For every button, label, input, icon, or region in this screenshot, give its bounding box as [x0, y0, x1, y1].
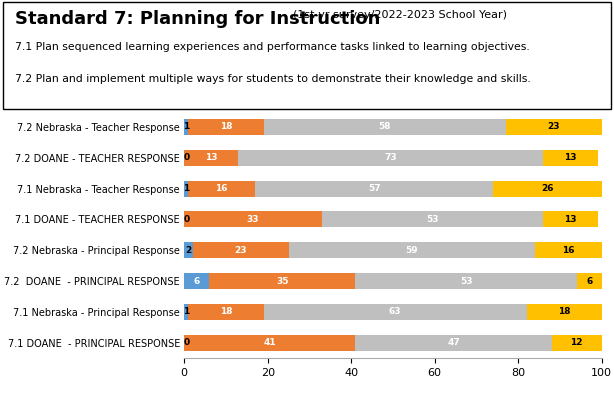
Bar: [188, 119, 263, 135]
Bar: [184, 304, 188, 320]
Text: 12: 12: [570, 338, 583, 347]
Bar: [527, 304, 602, 320]
Text: 35: 35: [276, 277, 289, 286]
Bar: [209, 273, 356, 289]
Text: 18: 18: [220, 122, 232, 131]
Text: 58: 58: [378, 122, 391, 131]
Bar: [535, 242, 602, 258]
Text: 7.2 Plan and implement multiple ways for students to demonstrate their knowledge: 7.2 Plan and implement multiple ways for…: [15, 74, 531, 84]
Bar: [356, 335, 551, 351]
Text: 6: 6: [586, 277, 593, 286]
Bar: [184, 150, 238, 166]
Bar: [238, 150, 543, 166]
Text: 26: 26: [541, 184, 554, 193]
Text: 53: 53: [460, 277, 472, 286]
Text: 23: 23: [548, 122, 560, 131]
Text: (1st-yr survey/2022-2023 School Year): (1st-yr survey/2022-2023 School Year): [286, 10, 507, 20]
Text: 0: 0: [183, 215, 189, 224]
Bar: [289, 242, 535, 258]
Text: 6: 6: [193, 277, 200, 286]
Text: 59: 59: [405, 246, 418, 255]
Text: 33: 33: [247, 215, 259, 224]
Text: 13: 13: [564, 153, 577, 162]
Text: 41: 41: [263, 338, 276, 347]
Bar: [184, 296, 602, 297]
Bar: [506, 119, 602, 135]
Bar: [184, 119, 188, 135]
Bar: [356, 273, 577, 289]
Bar: [263, 304, 527, 320]
Bar: [184, 172, 602, 174]
Bar: [263, 119, 506, 135]
Text: 47: 47: [447, 338, 460, 347]
Text: 7.1 Plan sequenced learning experiences and performance tasks linked to learning: 7.1 Plan sequenced learning experiences …: [15, 42, 530, 52]
Text: Standard 7: Planning for Instruction: Standard 7: Planning for Instruction: [15, 10, 381, 28]
Text: 13: 13: [564, 215, 577, 224]
Text: 0: 0: [183, 153, 189, 162]
Text: 18: 18: [558, 307, 570, 316]
Bar: [551, 335, 602, 351]
Bar: [543, 150, 597, 166]
Bar: [184, 242, 193, 258]
Bar: [184, 181, 188, 197]
Text: 23: 23: [235, 246, 247, 255]
Text: 1: 1: [183, 307, 189, 316]
Bar: [188, 181, 255, 197]
Bar: [184, 335, 356, 351]
Bar: [255, 181, 493, 197]
Text: 16: 16: [562, 246, 575, 255]
Bar: [193, 242, 289, 258]
Text: 1: 1: [183, 184, 189, 193]
Bar: [184, 273, 209, 289]
Bar: [188, 304, 263, 320]
Bar: [322, 211, 543, 227]
Text: 16: 16: [216, 184, 228, 193]
Bar: [493, 181, 602, 197]
Text: 63: 63: [389, 307, 402, 316]
Text: 53: 53: [426, 215, 439, 224]
Bar: [184, 211, 322, 227]
Text: 57: 57: [368, 184, 381, 193]
Text: 73: 73: [384, 153, 397, 162]
Bar: [543, 211, 597, 227]
Bar: [577, 273, 602, 289]
Text: 1: 1: [183, 122, 189, 131]
Text: 0: 0: [183, 338, 189, 347]
Text: 2: 2: [185, 246, 192, 255]
Bar: [184, 234, 602, 236]
Text: 18: 18: [220, 307, 232, 316]
Text: 13: 13: [205, 153, 217, 162]
